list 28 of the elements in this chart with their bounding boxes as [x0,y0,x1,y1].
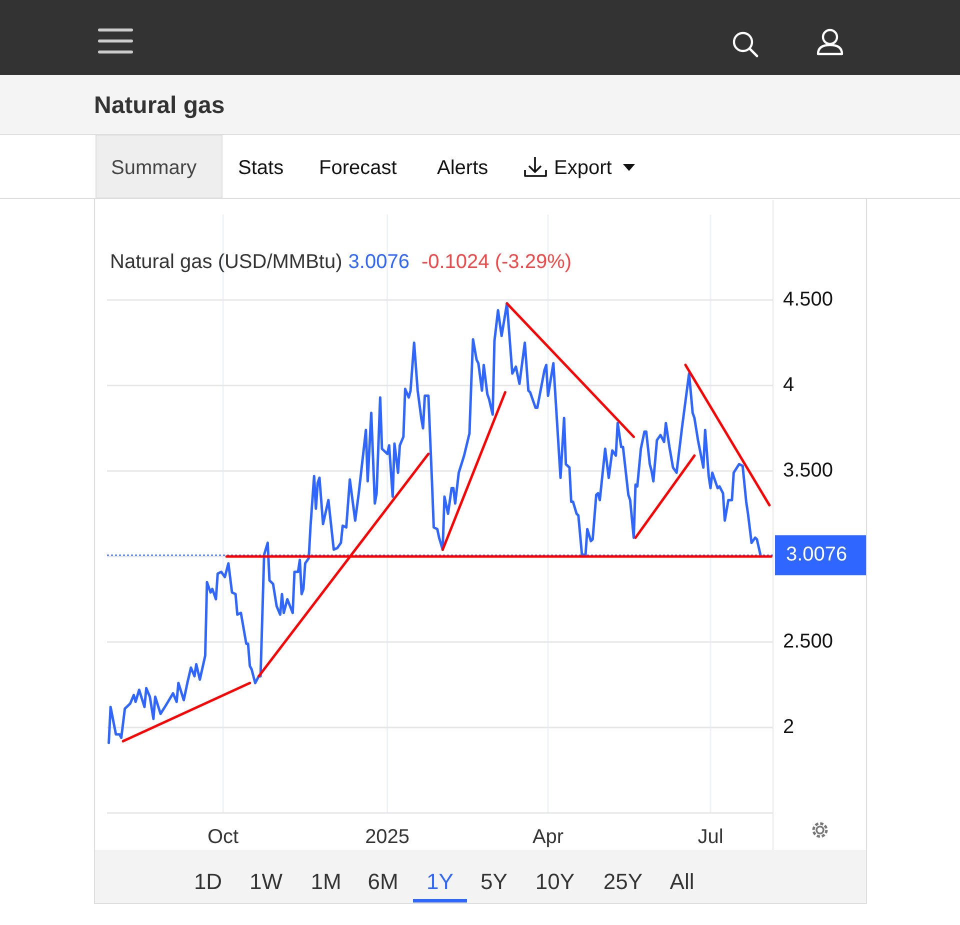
text: Natural gas (USD/MMBtu) [110,251,342,273]
y-tick-label: 2.500 [783,630,834,652]
text: Forecast [319,157,398,179]
x-tick-label: Jul [698,826,724,848]
text: Summary [111,157,197,179]
text: Stats [238,157,284,179]
text: 1D [194,869,222,894]
y-tick-label: 4.500 [783,288,834,310]
x-tick-label: Apr [532,826,564,848]
text: 6M [368,869,398,894]
annotation: -0.1024 (-3.29%) [421,251,572,273]
ref-line-label: 3.0076 [786,543,848,566]
x-tick-label: 2025 [365,826,410,848]
text: 1Y [426,869,454,894]
chart-title: Natural gas [94,92,225,119]
y-tick-label: 3.500 [783,459,834,482]
text: Export [554,157,612,179]
x-tick-label: Oct [207,826,240,848]
text: 10Y [535,869,575,894]
text: 1M [310,869,342,894]
text: Alerts [437,157,488,179]
text: 5Y [480,869,508,894]
y-tick-label: 2 [783,716,794,738]
annotation: 3.0076 [348,251,410,273]
text: All [670,869,694,894]
text: 25Y [603,869,643,894]
y-tick-label: 4 [783,374,794,396]
text: 1W [250,869,283,894]
